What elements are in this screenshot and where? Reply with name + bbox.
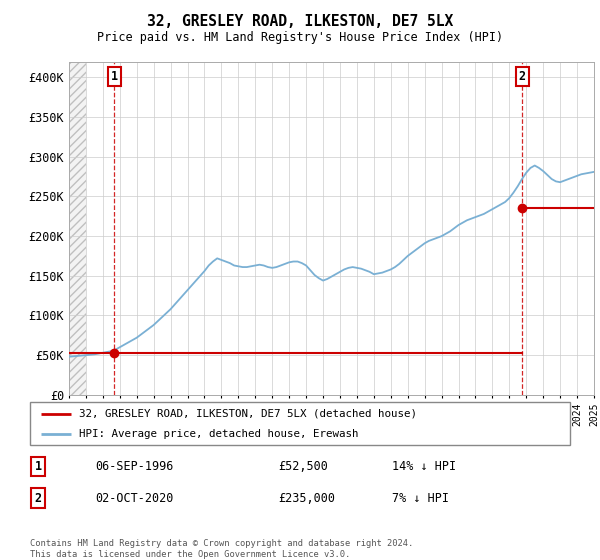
- Text: £235,000: £235,000: [278, 492, 335, 505]
- Text: 7% ↓ HPI: 7% ↓ HPI: [392, 492, 449, 505]
- Text: 32, GRESLEY ROAD, ILKESTON, DE7 5LX: 32, GRESLEY ROAD, ILKESTON, DE7 5LX: [147, 14, 453, 29]
- Text: Contains HM Land Registry data © Crown copyright and database right 2024.
This d: Contains HM Land Registry data © Crown c…: [30, 539, 413, 559]
- FancyBboxPatch shape: [30, 402, 570, 445]
- Text: 32, GRESLEY ROAD, ILKESTON, DE7 5LX (detached house): 32, GRESLEY ROAD, ILKESTON, DE7 5LX (det…: [79, 409, 416, 419]
- Text: 2: 2: [35, 492, 41, 505]
- Text: 1: 1: [110, 70, 118, 83]
- Text: Price paid vs. HM Land Registry's House Price Index (HPI): Price paid vs. HM Land Registry's House …: [97, 31, 503, 44]
- Polygon shape: [69, 62, 86, 395]
- Text: 02-OCT-2020: 02-OCT-2020: [95, 492, 173, 505]
- Text: 06-SEP-1996: 06-SEP-1996: [95, 460, 173, 473]
- Text: 2: 2: [518, 70, 526, 83]
- Text: 1: 1: [35, 460, 41, 473]
- Text: £52,500: £52,500: [278, 460, 328, 473]
- Text: HPI: Average price, detached house, Erewash: HPI: Average price, detached house, Erew…: [79, 428, 358, 438]
- Text: 14% ↓ HPI: 14% ↓ HPI: [392, 460, 456, 473]
